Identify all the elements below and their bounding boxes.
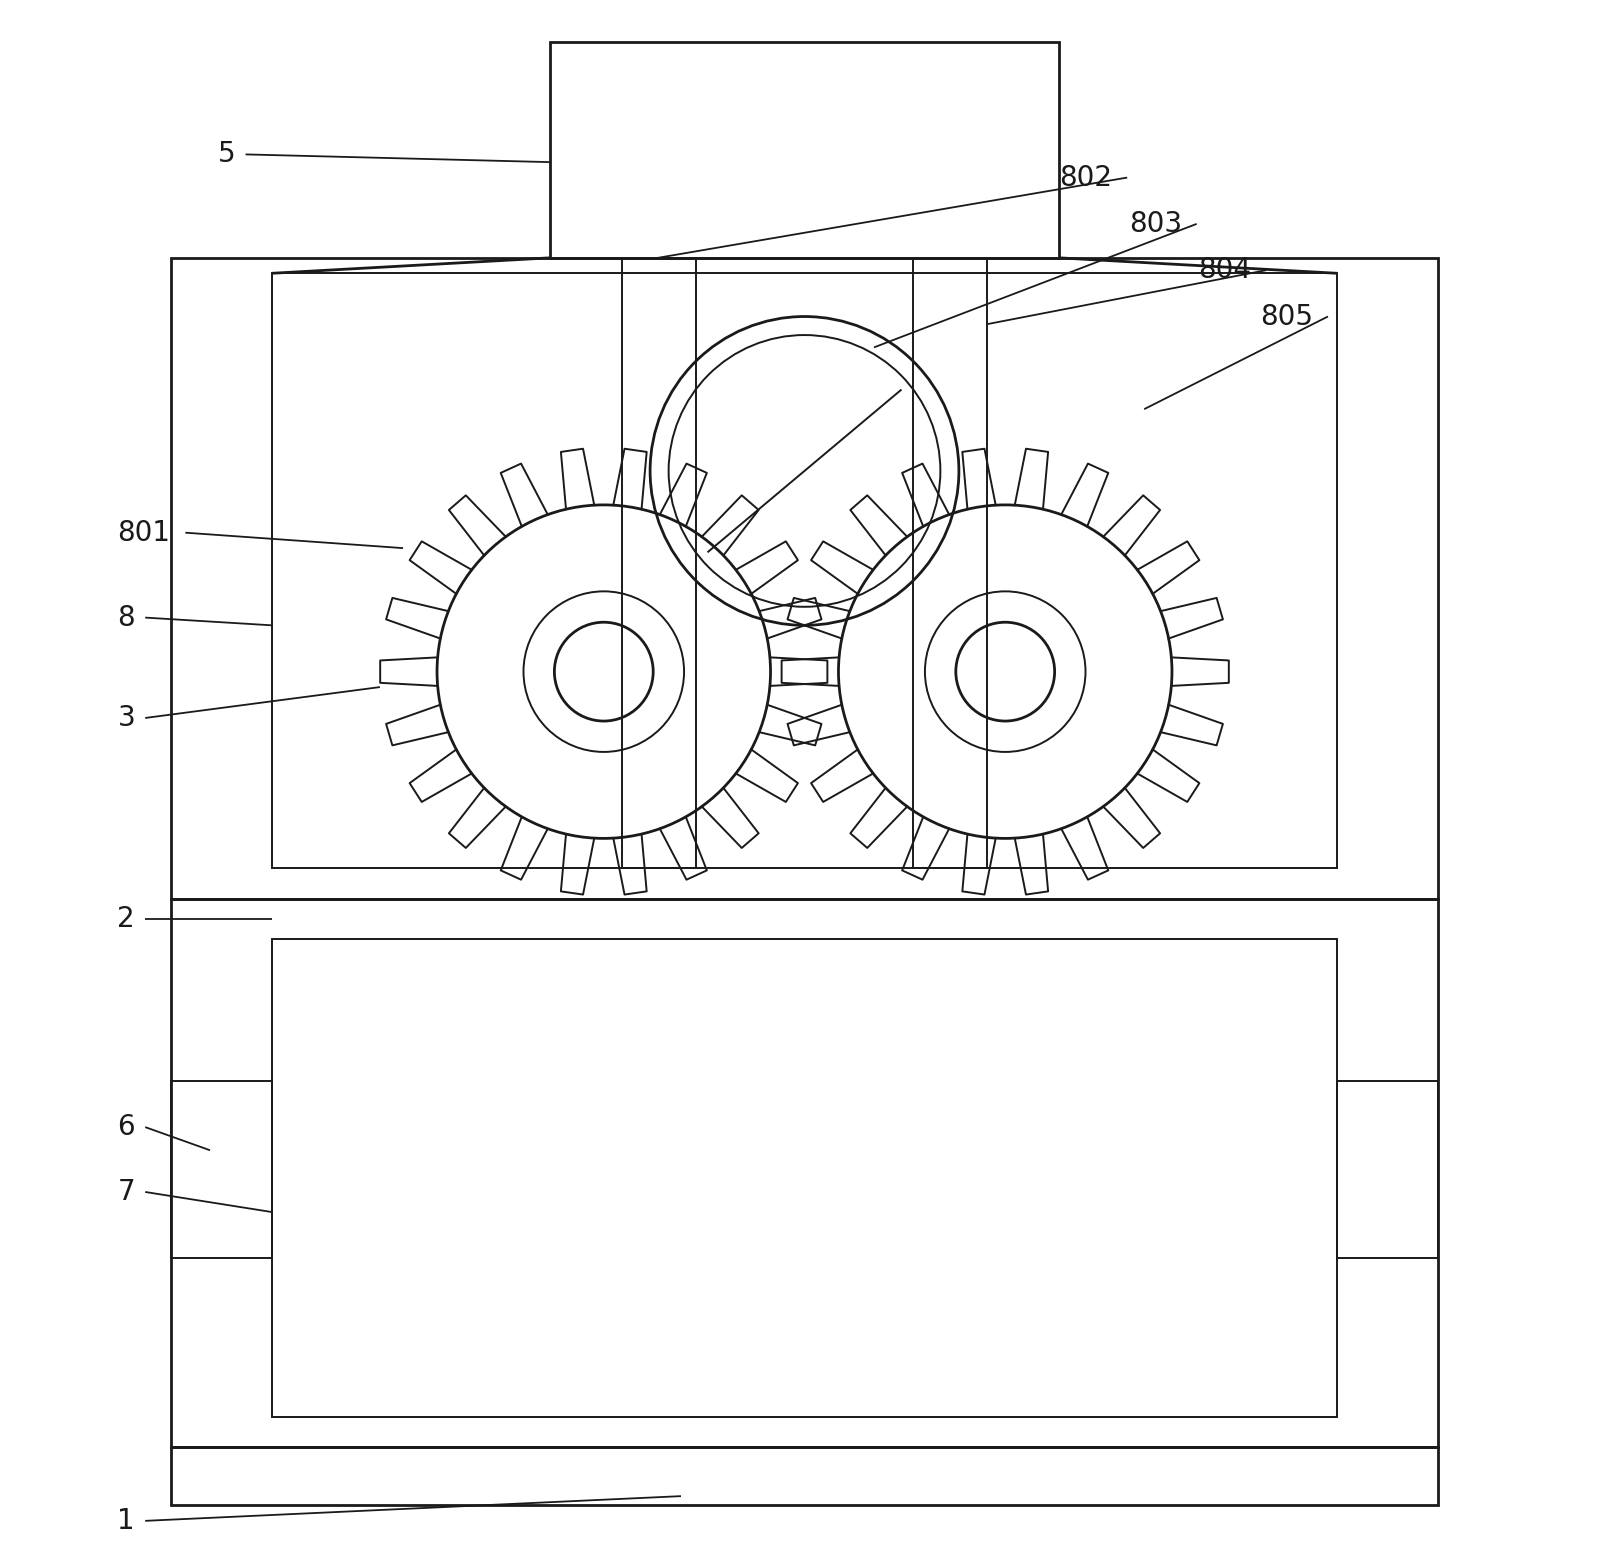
Bar	[272, 939, 1337, 1417]
Bar	[912, 258, 986, 868]
Text: 6: 6	[117, 1113, 135, 1141]
Bar	[172, 1081, 272, 1258]
Bar	[172, 899, 1437, 1447]
Bar	[1337, 1081, 1437, 1258]
Bar	[623, 258, 697, 868]
Text: 804: 804	[1199, 256, 1252, 284]
Text: 5: 5	[217, 141, 235, 168]
Text: 801: 801	[117, 519, 171, 547]
Text: 802: 802	[1059, 164, 1112, 191]
Bar	[172, 1447, 1437, 1505]
Text: 803: 803	[1130, 210, 1183, 238]
Text: 2: 2	[117, 905, 135, 933]
Bar	[550, 42, 1059, 258]
Text: 1: 1	[117, 1507, 135, 1535]
Text: 3: 3	[117, 704, 135, 732]
Bar	[172, 258, 1437, 899]
Text: 805: 805	[1260, 303, 1313, 330]
Bar	[272, 273, 1337, 868]
Text: 7: 7	[117, 1178, 135, 1206]
Text: 8: 8	[117, 604, 135, 631]
